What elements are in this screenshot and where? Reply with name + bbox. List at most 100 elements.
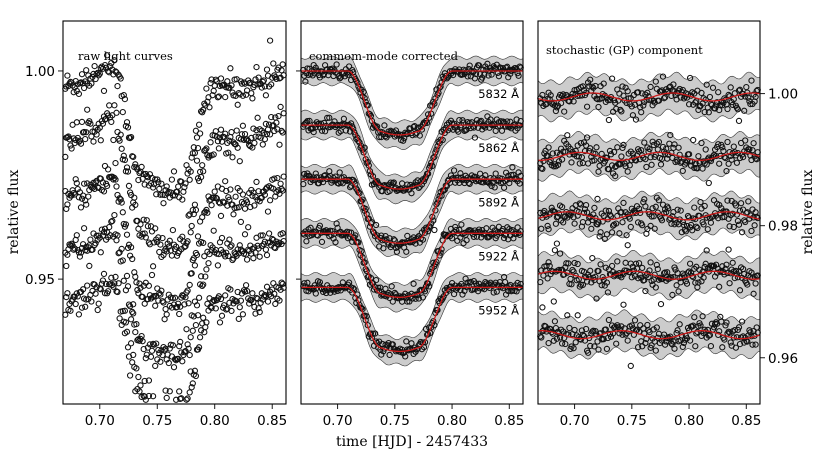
data-point	[80, 84, 88, 92]
data-point	[545, 259, 552, 266]
data-point	[80, 128, 88, 136]
data-point	[222, 93, 229, 101]
data-point	[703, 247, 710, 254]
data-point	[227, 243, 234, 250]
data-point	[217, 295, 225, 303]
data-point	[624, 242, 631, 249]
x-tick-label: 0.75	[380, 413, 410, 429]
data-point	[63, 205, 70, 213]
data-point	[226, 137, 233, 144]
data-point	[71, 245, 78, 252]
x-tick-label: 0.80	[200, 413, 230, 429]
data-point	[626, 162, 633, 169]
data-point	[183, 396, 190, 403]
data-point	[234, 101, 241, 108]
data-point	[671, 141, 678, 148]
data-point	[238, 131, 246, 138]
data-point	[544, 222, 551, 230]
data-point	[655, 97, 663, 104]
data-point	[553, 335, 561, 342]
data-point	[111, 280, 118, 287]
gp-x-ticks: 0.70 0.75 0.80 0.85	[560, 404, 761, 429]
data-point	[587, 76, 594, 83]
data-point	[464, 73, 471, 80]
data-point	[746, 146, 753, 153]
corrected-panel-title: commom-mode corrected	[309, 49, 459, 63]
data-point	[652, 347, 659, 354]
data-point	[163, 394, 170, 402]
data-point	[278, 185, 285, 193]
data-point	[309, 72, 316, 79]
data-point	[211, 188, 218, 195]
data-point	[110, 283, 117, 290]
data-point	[700, 274, 707, 281]
data-point	[261, 191, 269, 198]
data-point	[698, 139, 705, 147]
data-point	[617, 106, 624, 114]
data-point	[82, 303, 89, 310]
data-point	[706, 331, 714, 339]
data-point	[730, 143, 737, 150]
data-point	[589, 83, 596, 90]
data-point	[202, 273, 209, 280]
data-point	[371, 330, 379, 337]
data-point	[83, 201, 90, 208]
data-point	[574, 260, 581, 268]
data-point	[126, 372, 134, 379]
data-point	[578, 154, 586, 161]
data-point	[193, 157, 201, 164]
data-point	[434, 306, 441, 314]
data-point	[160, 200, 167, 207]
data-point	[181, 184, 188, 191]
data-point	[561, 108, 568, 115]
data-point	[729, 259, 736, 266]
data-point	[641, 196, 648, 203]
data-point	[733, 104, 741, 111]
data-point	[578, 327, 586, 334]
data-point	[186, 351, 193, 359]
data-point	[551, 247, 559, 254]
data-point	[628, 322, 635, 329]
data-point	[686, 260, 694, 267]
data-point	[235, 315, 242, 323]
data-point	[617, 326, 624, 333]
data-point	[73, 180, 80, 187]
data-point	[312, 170, 319, 177]
data-point	[684, 269, 692, 276]
data-point	[382, 285, 389, 292]
x-tick-label: 0.80	[674, 413, 704, 429]
data-point	[130, 153, 137, 161]
data-point	[279, 61, 286, 68]
data-point	[218, 234, 226, 242]
data-point	[190, 313, 197, 320]
corrected-light-curves-panel: commom-mode corrected 0.70 0.75 0.80 0.85 5…	[296, 20, 524, 429]
data-point	[166, 237, 173, 244]
data-point	[630, 267, 638, 274]
data-point	[558, 156, 566, 163]
data-point	[669, 291, 676, 299]
data-point	[200, 314, 207, 321]
model-line	[538, 151, 761, 161]
data-point	[196, 334, 204, 341]
data-point	[301, 280, 308, 287]
raw-panel-frame	[62, 20, 287, 405]
data-point	[498, 282, 506, 289]
data-point	[271, 175, 278, 182]
data-point	[742, 137, 749, 144]
data-point	[657, 300, 665, 308]
data-point	[265, 121, 273, 128]
data-point	[184, 287, 191, 294]
data-point	[271, 127, 278, 135]
data-point	[95, 300, 102, 307]
data-point	[133, 365, 140, 372]
data-point	[163, 311, 170, 318]
data-point	[213, 78, 220, 85]
data-point	[752, 341, 759, 348]
data-point	[85, 193, 92, 200]
data-point	[608, 162, 616, 169]
data-point	[87, 236, 94, 243]
data-point	[277, 286, 284, 293]
data-point	[315, 180, 323, 187]
data-point	[642, 203, 649, 210]
models-layer	[301, 70, 523, 353]
